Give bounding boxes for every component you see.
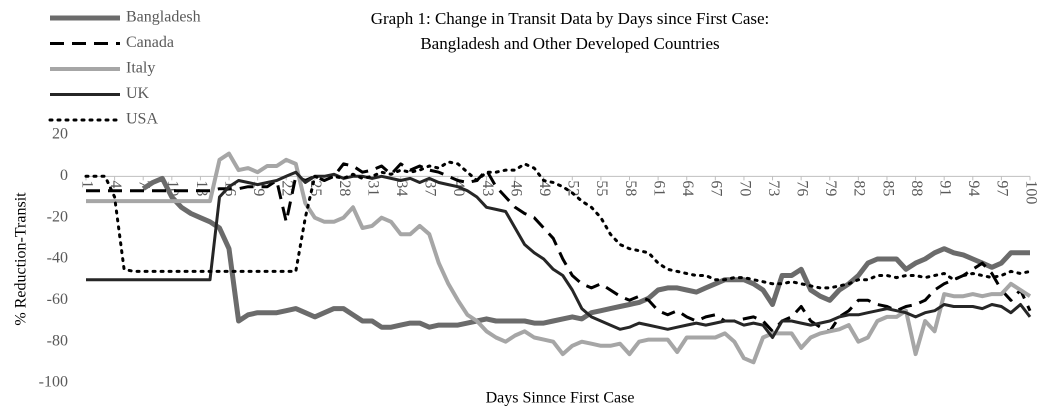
series-line [86, 151, 1032, 365]
x-tick-label: 1 [78, 180, 95, 188]
y-axis-label: % Reduction-Transit [13, 192, 30, 326]
y-tick-label: 0 [60, 167, 68, 184]
x-tick-label: 88 [908, 180, 925, 196]
x-tick-label: 43 [479, 180, 496, 196]
legend-label: UK [126, 85, 150, 102]
series-line [141, 175, 1030, 330]
y-tick-label: -60 [47, 291, 68, 308]
x-tick-label: 85 [879, 180, 896, 196]
y-tick-label: -40 [47, 250, 68, 267]
x-tick-label: 49 [536, 180, 553, 196]
x-tick-label: 13 [193, 180, 210, 196]
legend-label: Bangladesh [126, 9, 201, 26]
x-tick-label: 70 [736, 180, 753, 196]
x-tick-label: 76 [793, 180, 810, 196]
series-line [86, 170, 1032, 339]
series-line [84, 160, 1032, 290]
x-tick-label: 4 [107, 180, 124, 188]
x-tick-label: 82 [851, 180, 868, 196]
x-tick-label: 34 [393, 180, 410, 196]
x-tick-label: 94 [965, 180, 982, 196]
x-tick-label: 97 [994, 180, 1011, 196]
legend-label: USA [126, 111, 158, 128]
y-tick-label: -100 [39, 374, 68, 391]
x-tick-label: 7 [136, 180, 153, 188]
x-tick-label: 67 [708, 180, 725, 196]
x-tick-label: 61 [650, 180, 667, 196]
x-tick-label: 28 [336, 180, 353, 196]
x-tick-label: 55 [593, 180, 610, 196]
x-tick-label: 100 [1022, 180, 1039, 204]
x-tick-label: 73 [765, 180, 782, 196]
chart-title: Bangladesh and Other Developed Countries [420, 34, 719, 53]
legend-label: Italy [126, 60, 155, 77]
y-tick-label: -20 [47, 208, 68, 225]
x-tick-label: 64 [679, 180, 696, 196]
x-tick-label: 46 [507, 180, 524, 196]
x-tick-label: 52 [565, 180, 582, 196]
series-line [86, 162, 1032, 333]
x-tick-label: 58 [622, 180, 639, 196]
chart-title: Graph 1: Change in Transit Data by Days … [371, 9, 770, 28]
x-tick-label: 31 [364, 180, 381, 196]
legend-label: Canada [126, 34, 174, 51]
x-axis-label: Days Sinnce First Case [486, 390, 635, 407]
x-tick-label: 91 [937, 180, 954, 196]
x-tick-label: 37 [422, 180, 439, 196]
x-tick-label: 79 [822, 180, 839, 196]
y-tick-label: -80 [47, 332, 68, 349]
y-tick-label: 20 [52, 126, 68, 143]
x-tick-label: 25 [307, 180, 324, 196]
